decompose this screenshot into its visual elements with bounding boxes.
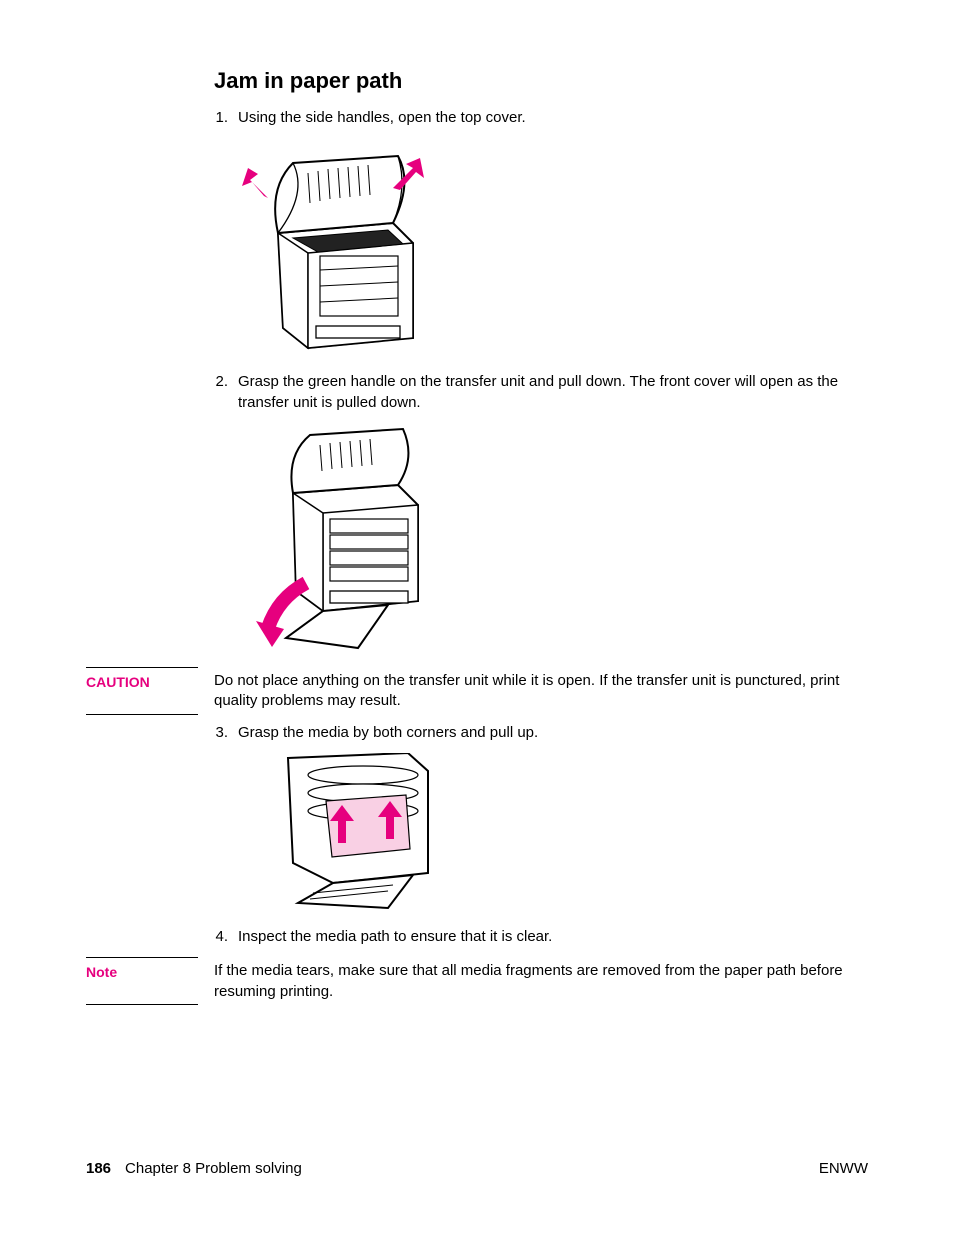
caution-label: CAUTION <box>86 674 202 690</box>
note-text: If the media tears, make sure that all m… <box>214 957 868 1005</box>
page-footer: 186 Chapter 8 Problem solving ENWW <box>86 1160 868 1177</box>
step-2-text: Grasp the green handle on the transfer u… <box>238 372 868 413</box>
arrow-left-icon <box>242 168 268 198</box>
page-number: 186 <box>86 1160 111 1177</box>
step-3-number: 3. <box>214 723 238 743</box>
step-4-number: 4. <box>214 927 238 947</box>
note-label: Note <box>86 964 202 980</box>
figure-1 <box>238 138 868 358</box>
chapter-label: Chapter 8 Problem solving <box>125 1160 302 1177</box>
step-2-number: 2. <box>214 372 238 413</box>
caution-text: Do not place anything on the transfer un… <box>214 667 868 715</box>
section-heading: Jam in paper path <box>214 68 868 94</box>
figure-2 <box>238 423 868 653</box>
step-2: 2. Grasp the green handle on the transfe… <box>214 372 868 413</box>
note-callout: Note If the media tears, make sure that … <box>214 957 868 1005</box>
step-4: 4. Inspect the media path to ensure that… <box>214 927 868 947</box>
step-1-text: Using the side handles, open the top cov… <box>238 108 868 128</box>
step-3-text: Grasp the media by both corners and pull… <box>238 723 868 743</box>
caution-callout: CAUTION Do not place anything on the tra… <box>214 667 868 715</box>
step-3: 3. Grasp the media by both corners and p… <box>214 723 868 743</box>
step-1-number: 1. <box>214 108 238 128</box>
figure-3 <box>238 753 868 913</box>
step-4-text: Inspect the media path to ensure that it… <box>238 927 868 947</box>
footer-right: ENWW <box>819 1160 868 1177</box>
step-1: 1. Using the side handles, open the top … <box>214 108 868 128</box>
